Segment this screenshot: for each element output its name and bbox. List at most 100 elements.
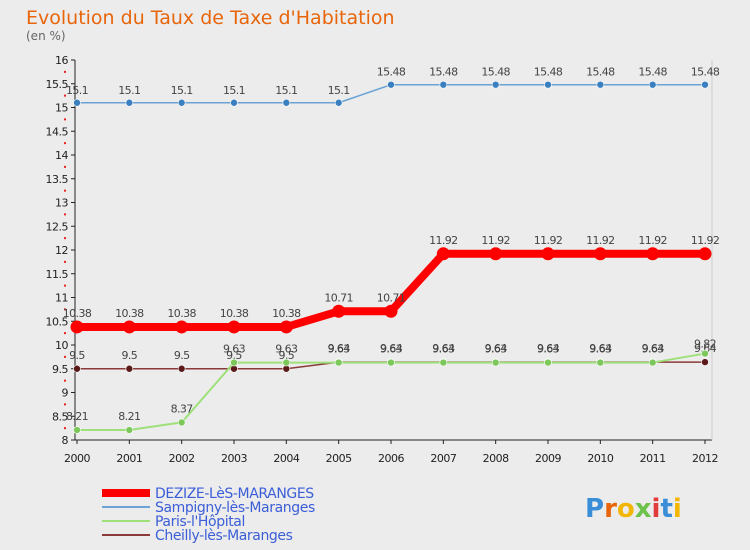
data-label: 9.63 (537, 343, 560, 356)
x-tick-label: 2012 (692, 452, 718, 465)
y-tick-label: 15 (55, 102, 68, 115)
data-point (279, 320, 293, 334)
legend-item-2: Paris-l'Hôpital (102, 514, 245, 530)
data-label: 9.64 (642, 342, 665, 355)
y-tick-label: 12.5 (46, 220, 69, 233)
data-point (227, 320, 241, 334)
data-label: 9.64 (328, 342, 351, 355)
series-0: 10.38 10.38 10.38 10.38 10.38 10.71 10.71 11.92… (63, 234, 720, 334)
logo-letter: x (635, 494, 652, 524)
x-tick-label: 2008 (483, 452, 509, 465)
y-tick-label: 8.5 (52, 410, 68, 423)
y-tick-label: 11 (55, 292, 68, 305)
data-point (122, 320, 136, 334)
y-minor-mark (64, 213, 66, 216)
data-label: 9.63 (328, 343, 351, 356)
data-point (698, 247, 712, 261)
data-point (70, 320, 84, 334)
y-tick-label: 14.5 (46, 125, 69, 138)
data-label: 15.1 (275, 84, 297, 97)
data-point (125, 426, 134, 434)
proxiti-logo: Proxiti (585, 494, 682, 524)
logo-letter: P (585, 494, 604, 524)
data-label: 15.1 (171, 84, 193, 97)
data-label: 15.48 (638, 66, 667, 79)
data-point (387, 80, 395, 89)
data-point (387, 358, 395, 367)
y-tick-label: 10.5 (46, 315, 69, 328)
y-tick-label: 11.5 (46, 268, 69, 281)
y-tick-label: 12 (55, 244, 68, 257)
data-point (73, 426, 81, 434)
data-point (436, 247, 450, 261)
data-label: 9.63 (485, 343, 508, 356)
data-point (489, 247, 503, 261)
x-tick-label: 2002 (169, 452, 195, 465)
data-label: 15.1 (118, 84, 140, 97)
data-label: 9.64 (537, 342, 560, 355)
data-label: 9.64 (589, 342, 612, 355)
x-tick-label: 2001 (116, 452, 142, 465)
data-point (73, 364, 81, 373)
data-point (701, 358, 709, 366)
legend-label: Sampigny-lès-Maranges (155, 500, 315, 516)
legend-label: Cheilly-lès-Maranges (155, 528, 293, 544)
x-tick-label: 2007 (430, 452, 456, 465)
y-minor-mark (64, 118, 66, 121)
data-label: 9.5 (278, 349, 294, 362)
axes: 88.599.51010.51111.51212.51313.51414.515… (46, 54, 719, 465)
y-tick-label: 16 (55, 54, 68, 67)
data-label: 11.92 (638, 234, 667, 247)
data-point (332, 304, 346, 318)
logo-letter: i (673, 494, 682, 524)
y-minor-mark (64, 189, 66, 192)
data-point (491, 80, 500, 89)
series-2: 8.21 8.21 8.37 9.63 9.63 9.63 9.63 9.63 9.63 9.63… (66, 338, 717, 434)
data-point (73, 98, 81, 107)
data-point (384, 304, 398, 318)
legend-label: Paris-l'Hôpital (155, 514, 245, 530)
y-minor-mark (64, 260, 66, 263)
data-label: 9.5 (226, 349, 242, 362)
legend-item-0: DEZIZE-LèS-MARANGES (102, 486, 315, 502)
y-minor-mark (64, 332, 66, 335)
y-minor-mark (64, 284, 66, 287)
data-label: 11.92 (481, 234, 510, 247)
data-point (491, 358, 500, 367)
data-point (230, 358, 238, 367)
data-point (334, 358, 343, 367)
data-label: 15.48 (377, 66, 406, 79)
legend: DEZIZE-LèS-MARANGESSampigny-lès-Maranges… (102, 486, 315, 544)
y-tick-label: 8 (62, 434, 69, 447)
data-point (544, 80, 552, 89)
logo-letter: t (660, 494, 672, 524)
data-point (593, 247, 607, 261)
data-label: 11.92 (691, 234, 720, 247)
data-label: 9.64 (380, 342, 403, 355)
data-label: 15.48 (586, 66, 615, 79)
x-tick-label: 2004 (273, 452, 299, 465)
x-tick-label: 2011 (640, 452, 666, 465)
logo-letter: i (652, 494, 661, 524)
data-label: 15.1 (66, 84, 88, 97)
x-tick-label: 2000 (64, 452, 90, 465)
data-point (701, 349, 709, 358)
data-point (541, 247, 555, 261)
y-minor-mark (64, 94, 66, 97)
data-label: 10.38 (115, 307, 144, 320)
data-label: 15.48 (429, 66, 458, 79)
y-minor-mark (64, 237, 66, 240)
legend-item-3: Cheilly-lès-Maranges (102, 528, 293, 544)
y-minor-mark (64, 427, 66, 430)
data-label: 9.63 (432, 343, 455, 356)
data-label: 8.21 (118, 410, 140, 423)
data-label: 9.63 (380, 343, 403, 356)
data-label: 9.63 (223, 343, 246, 356)
data-point (177, 364, 186, 373)
logo-letter: r (604, 494, 617, 524)
data-label: 8.21 (66, 410, 88, 423)
data-point (125, 364, 134, 373)
data-label: 9.63 (275, 343, 298, 356)
data-label: 10.71 (324, 291, 353, 304)
